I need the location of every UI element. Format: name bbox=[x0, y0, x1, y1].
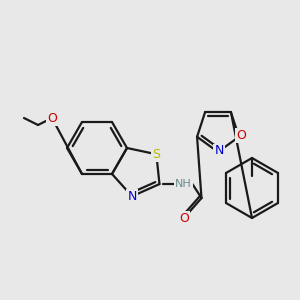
Text: O: O bbox=[47, 112, 57, 124]
Text: S: S bbox=[152, 148, 160, 161]
Text: O: O bbox=[236, 129, 246, 142]
Text: O: O bbox=[179, 212, 189, 225]
Text: NH: NH bbox=[175, 179, 192, 189]
Text: N: N bbox=[214, 145, 224, 158]
Text: N: N bbox=[128, 190, 137, 203]
